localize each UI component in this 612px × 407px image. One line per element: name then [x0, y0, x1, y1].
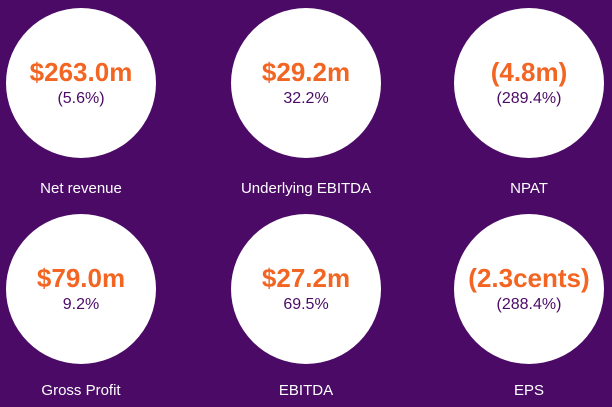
- metric-circle: $79.0m 9.2%: [6, 214, 156, 364]
- metric-circle: (4.8m) (289.4%): [454, 8, 604, 158]
- metric-card-underlying-ebitda: $29.2m 32.2% Underlying EBITDA: [231, 8, 381, 197]
- metric-card-eps: (2.3cents) (288.4%) EPS: [454, 214, 604, 399]
- metric-circle: (2.3cents) (288.4%): [454, 214, 604, 364]
- metric-value: $263.0m: [29, 57, 133, 87]
- metric-circle: $263.0m (5.6%): [6, 8, 156, 158]
- metric-value: (4.8m): [490, 57, 568, 87]
- metric-value: (2.3cents): [468, 263, 590, 293]
- metric-circle: $27.2m 69.5%: [231, 214, 381, 364]
- metric-change: 32.2%: [283, 90, 329, 107]
- metric-label: EBITDA: [278, 382, 334, 399]
- metric-change: (289.4%): [496, 90, 562, 107]
- metric-value: $79.0m: [36, 263, 126, 293]
- metric-change: 9.2%: [62, 296, 100, 313]
- metric-card-ebitda: $27.2m 69.5% EBITDA: [231, 214, 381, 399]
- metric-card-net-revenue: $263.0m (5.6%) Net revenue: [6, 8, 156, 197]
- metric-card-npat: (4.8m) (289.4%) NPAT: [454, 8, 604, 197]
- metric-label: Gross Profit: [41, 382, 121, 399]
- metric-change: (288.4%): [496, 296, 562, 313]
- metric-label: EPS: [513, 382, 544, 399]
- metric-change: (5.6%): [57, 90, 105, 107]
- metric-value: $29.2m: [261, 57, 351, 87]
- metric-card-gross-profit: $79.0m 9.2% Gross Profit: [6, 214, 156, 399]
- metric-label: Underlying EBITDA: [240, 180, 372, 197]
- metric-change: 69.5%: [283, 296, 329, 313]
- metric-circle: $29.2m 32.2%: [231, 8, 381, 158]
- metric-label: Net revenue: [40, 180, 122, 197]
- metric-value: $27.2m: [261, 263, 351, 293]
- metric-label: NPAT: [510, 180, 548, 197]
